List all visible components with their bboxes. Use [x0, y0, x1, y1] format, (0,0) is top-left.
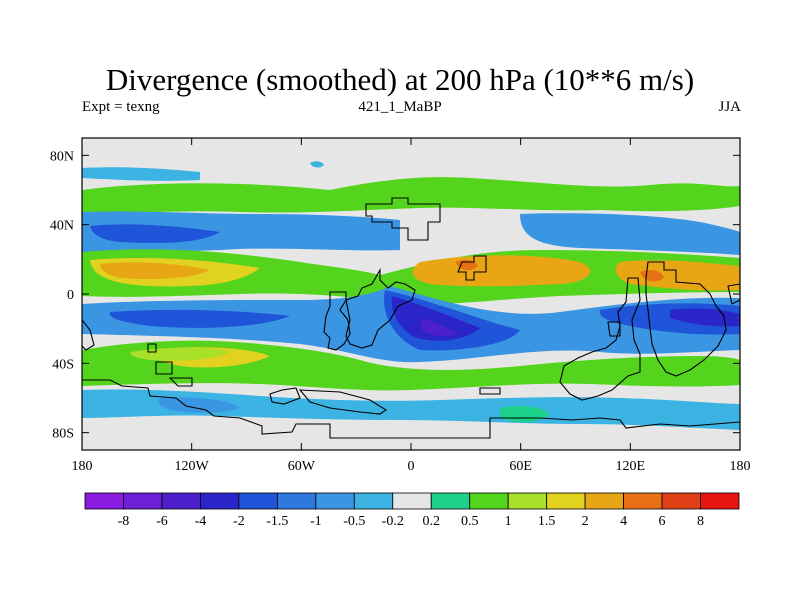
coast-antarctica: [82, 319, 740, 439]
x-tick-label: 180: [72, 459, 93, 474]
colorbar-swatch: [200, 492, 240, 510]
colorbar-swatch: [392, 492, 432, 510]
colorbar-swatch: [238, 492, 278, 510]
colorbar-swatch: [469, 492, 509, 510]
colorbar-label: -0.5: [343, 514, 365, 529]
colorbar-swatch: [546, 492, 586, 510]
colorbar-label: 1.5: [538, 514, 556, 529]
colorbar-swatch: [430, 492, 471, 510]
colorbar-swatch: [507, 492, 548, 510]
colorbar-label: -6: [156, 514, 168, 529]
colorbar-label: 0.5: [461, 514, 479, 529]
coast-maritime: [607, 261, 740, 377]
y-tick-label: 80N: [50, 149, 74, 164]
x-axis: 180 120W 60W 0 60E 120E 180: [72, 138, 751, 474]
coast-asia: [457, 255, 641, 401]
y-tick-label: 40N: [50, 219, 74, 234]
band-south-subtropical-lime: [130, 347, 230, 361]
band-tropical-south-core: [420, 318, 458, 337]
colorbar-label: -1.5: [266, 514, 288, 529]
colorbar: -8 -6 -4 -2 -1.5 -1 -0.5 -0.2 0.2 0.5 1 1.5 2 4 6 8: [84, 492, 740, 529]
coastline-outline: [82, 197, 740, 439]
colorbar-label: -4: [195, 514, 207, 529]
x-tick-label: 120E: [616, 459, 646, 474]
y-tick-label: 40S: [52, 357, 74, 372]
band-tropical-south-darkest-east: [670, 308, 740, 327]
colorbar-swatch: [584, 492, 624, 510]
x-tick-label: 0: [408, 459, 415, 474]
colorbar-label: 4: [620, 514, 627, 529]
colorbar-label: 0.2: [422, 514, 440, 529]
colorbar-label: -8: [118, 514, 130, 529]
x-tick-label: 60W: [288, 459, 316, 474]
colorbar-label: 8: [697, 514, 704, 529]
colorbar-swatch: [84, 492, 124, 510]
colorbar-swatch: [353, 492, 394, 510]
band-north-blue-deep: [90, 224, 220, 243]
x-tick-label: 180: [730, 459, 751, 474]
band-tropical-north-orange-west: [100, 262, 210, 280]
coast-south-america: [323, 291, 351, 351]
colorbar-label: -1: [310, 514, 322, 529]
band-north-blue-east: [520, 213, 740, 255]
colorbar-swatch: [276, 492, 317, 510]
colorbar-label: 1: [505, 514, 512, 529]
colorbar-label: 2: [582, 514, 589, 529]
band-tropical-north-orange-central: [412, 255, 591, 287]
colorbar-swatch: [123, 492, 163, 510]
experiment-label: Expt = texng: [82, 99, 160, 115]
colorbar-label: -0.2: [382, 514, 404, 529]
y-tick-label: 80S: [52, 427, 74, 442]
band-tropical-south-deep-west: [109, 309, 290, 328]
band-north-midlat: [82, 177, 740, 213]
colorbar-swatch: [161, 492, 201, 510]
run-label: 421_1_MaBP: [358, 99, 442, 115]
band-polar-speck: [310, 161, 324, 168]
y-tick-label: 0: [67, 288, 74, 303]
colorbar-swatch: [623, 492, 663, 510]
season-label: JJA: [718, 99, 741, 115]
colorbar-swatch: [700, 492, 740, 510]
band-tropical-south-darkest: [391, 296, 480, 341]
band-south-highlat-blue-deep: [158, 397, 240, 413]
colorbar-label: 6: [659, 514, 666, 529]
x-tick-label: 120W: [175, 459, 210, 474]
chart-title: Divergence (smoothed) at 200 hPa (10**6 …: [105, 62, 695, 97]
band-polar-north-blue: [82, 167, 200, 181]
colorbar-swatch: [661, 492, 701, 510]
colorbar-swatch: [315, 492, 355, 510]
coast-africa-europe: [345, 197, 441, 349]
x-tick-label: 60E: [509, 459, 532, 474]
y-axis: 80N 40N 0 40S 80S: [50, 149, 740, 442]
band-north-blue: [82, 211, 400, 256]
colorbar-label: -2: [233, 514, 245, 529]
